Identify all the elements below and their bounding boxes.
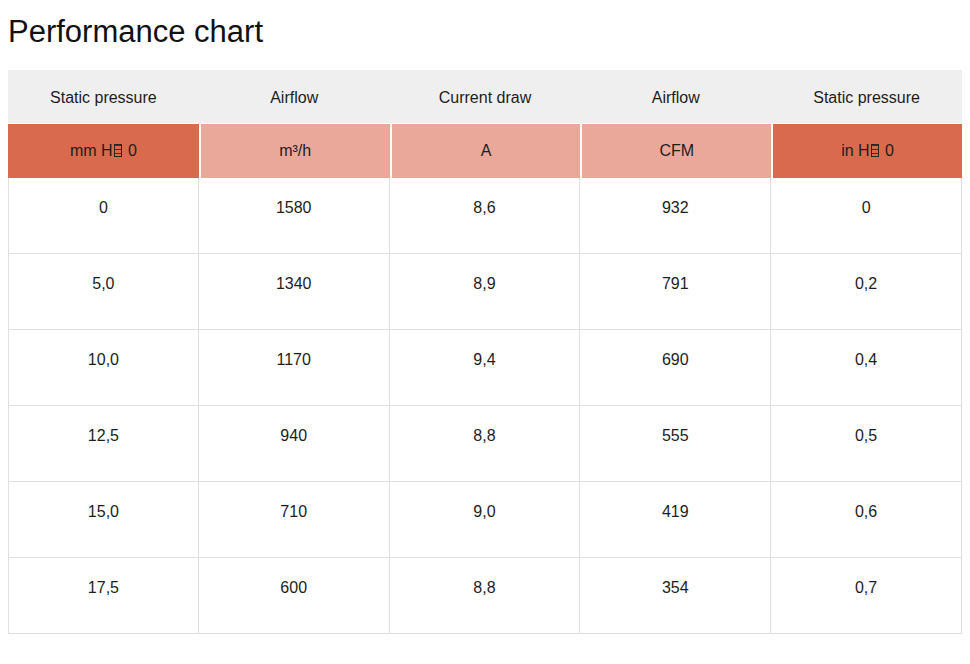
unit-label: mm H — [70, 142, 113, 159]
performance-table: Static pressure Airflow Current draw Air… — [8, 70, 962, 634]
cell-static-pressure-in: 0,4 — [771, 330, 962, 406]
cell-airflow-m3h: 940 — [199, 406, 390, 482]
cell-current-draw: 8,8 — [390, 558, 581, 634]
unit-cell-m3h: m³/h — [199, 123, 390, 178]
table-row: 17,5 600 8,8 354 0,7 — [8, 558, 962, 634]
unit-label: 0 — [881, 142, 894, 159]
cell-current-draw: 8,8 — [390, 406, 581, 482]
cell-static-pressure-in: 0 — [771, 178, 962, 254]
unit-row: mm H 0 m³/h A CFM in H 0 — [8, 123, 962, 178]
unit-cell-in-h2o: in H 0 — [771, 123, 962, 178]
unit-cell-mm-h2o: mm H 0 — [8, 123, 199, 178]
cell-static-pressure-mm: 15,0 — [8, 482, 199, 558]
unit-label: 0 — [124, 142, 137, 159]
unit-cell-cfm: CFM — [580, 123, 771, 178]
cell-current-draw: 8,6 — [390, 178, 581, 254]
table-row: 5,0 1340 8,9 791 0,2 — [8, 254, 962, 330]
cell-current-draw: 8,9 — [390, 254, 581, 330]
unit-cell-amps: A — [390, 123, 581, 178]
cell-static-pressure-mm: 12,5 — [8, 406, 199, 482]
cell-static-pressure-mm: 10,0 — [8, 330, 199, 406]
cell-airflow-m3h: 710 — [199, 482, 390, 558]
unit-label: in H — [841, 142, 869, 159]
table-row: 10,0 1170 9,4 690 0,4 — [8, 330, 962, 406]
table-row: 12,5 940 8,8 555 0,5 — [8, 406, 962, 482]
cell-airflow-cfm: 555 — [580, 406, 771, 482]
cell-airflow-cfm: 419 — [580, 482, 771, 558]
header-row: Static pressure Airflow Current draw Air… — [8, 70, 962, 123]
missing-glyph-icon — [871, 144, 879, 157]
unit-label: CFM — [659, 142, 694, 159]
table-row: 0 1580 8,6 932 0 — [8, 178, 962, 254]
column-header-airflow-metric: Airflow — [199, 70, 390, 123]
cell-airflow-m3h: 1170 — [199, 330, 390, 406]
unit-label: m³/h — [279, 142, 311, 159]
missing-glyph-icon — [114, 144, 122, 157]
cell-airflow-cfm: 791 — [580, 254, 771, 330]
cell-static-pressure-mm: 5,0 — [8, 254, 199, 330]
cell-static-pressure-in: 0,7 — [771, 558, 962, 634]
cell-airflow-cfm: 690 — [580, 330, 771, 406]
cell-static-pressure-mm: 0 — [8, 178, 199, 254]
table-row: 15,0 710 9,0 419 0,6 — [8, 482, 962, 558]
page-title: Performance chart — [8, 13, 970, 50]
cell-airflow-m3h: 1580 — [199, 178, 390, 254]
column-header-airflow-imperial: Airflow — [580, 70, 771, 123]
cell-airflow-cfm: 354 — [580, 558, 771, 634]
cell-current-draw: 9,0 — [390, 482, 581, 558]
cell-airflow-cfm: 932 — [580, 178, 771, 254]
cell-airflow-m3h: 1340 — [199, 254, 390, 330]
cell-static-pressure-in: 0,5 — [771, 406, 962, 482]
cell-static-pressure-in: 0,6 — [771, 482, 962, 558]
cell-static-pressure-mm: 17,5 — [8, 558, 199, 634]
table-body: 0 1580 8,6 932 0 5,0 1340 8,9 791 0,2 10… — [8, 178, 962, 634]
column-header-static-pressure-metric: Static pressure — [8, 70, 199, 123]
cell-airflow-m3h: 600 — [199, 558, 390, 634]
column-header-static-pressure-imperial: Static pressure — [771, 70, 962, 123]
cell-current-draw: 9,4 — [390, 330, 581, 406]
column-header-current-draw: Current draw — [390, 70, 581, 123]
unit-label: A — [481, 142, 492, 159]
cell-static-pressure-in: 0,2 — [771, 254, 962, 330]
